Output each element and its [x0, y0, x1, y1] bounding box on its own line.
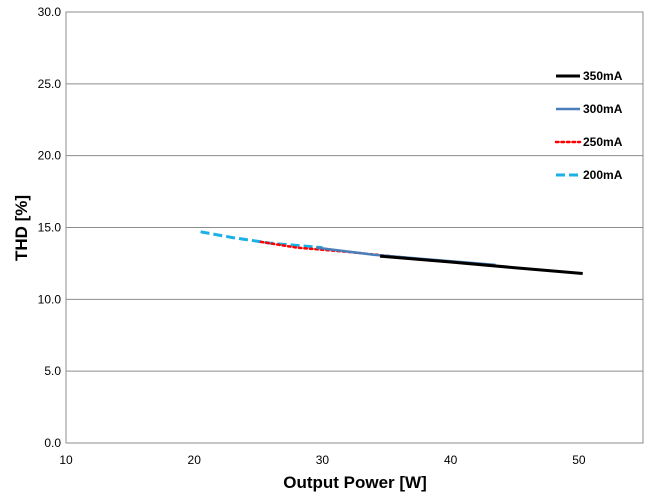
series-line-350mA — [379, 254, 583, 275]
legend-label: 250mA — [583, 135, 623, 149]
y-tick-label: 15.0 — [38, 221, 62, 235]
series-lines — [200, 230, 583, 275]
x-tick-label: 40 — [444, 453, 458, 467]
y-tick-label: 10.0 — [38, 292, 62, 306]
y-tick-label: 5.0 — [44, 364, 61, 378]
x-axis-title: Output Power [W] — [283, 473, 427, 492]
plot-area — [65, 11, 644, 444]
x-tick-label: 20 — [188, 453, 202, 467]
x-tick-label: 10 — [59, 453, 73, 467]
y-axis-ticks: 0.0 5.0 10.0 15.0 20.0 25.0 30.0 — [38, 5, 62, 450]
y-tick-label: 30.0 — [38, 5, 62, 19]
y-tick-label: 20.0 — [38, 149, 62, 163]
legend: 350mA 300mA 250mA 200mA — [554, 69, 623, 182]
legend-label: 200mA — [583, 168, 623, 182]
x-axis-ticks: 10 20 30 40 50 — [59, 453, 586, 467]
x-tick-label: 50 — [572, 453, 586, 467]
series-line-200mA — [200, 230, 323, 250]
legend-label: 300mA — [583, 102, 623, 116]
legend-label: 350mA — [583, 69, 623, 83]
y-axis-title: THD [%] — [12, 195, 31, 261]
y-tick-label: 0.0 — [44, 436, 61, 450]
y-tick-label: 25.0 — [38, 77, 62, 91]
x-tick-label: 30 — [316, 453, 330, 467]
